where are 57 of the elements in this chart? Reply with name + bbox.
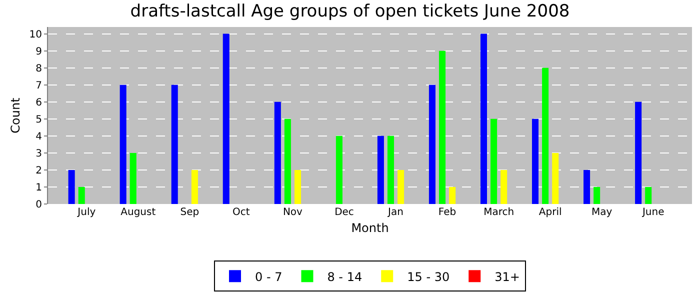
bar: [594, 186, 600, 204]
x-tick-label: Sep: [180, 207, 200, 218]
y-tick-label: 1: [36, 182, 42, 194]
bar: [336, 136, 342, 204]
x-tick-label: August: [120, 207, 156, 218]
legend-label: 0 - 7: [255, 270, 282, 284]
y-tick-label: 0: [36, 200, 42, 210]
bar: [68, 170, 75, 204]
x-axis-title: Month: [351, 220, 389, 235]
x-tick-label: Oct: [232, 207, 250, 218]
bar: [490, 118, 498, 204]
bar: [480, 34, 487, 204]
y-tick-label: 5: [36, 114, 42, 126]
y-axis-title: Count: [8, 97, 23, 134]
y-tick-label: 3: [36, 148, 42, 160]
bar: [294, 170, 302, 204]
x-tick-label: Feb: [438, 207, 456, 218]
bar: [191, 170, 198, 204]
bar: [635, 102, 642, 204]
bar: [398, 170, 404, 204]
x-tick-label: March: [484, 207, 514, 218]
bar: [274, 102, 281, 204]
y-tick-label: 8: [36, 63, 42, 74]
x-tick-label: Jan: [387, 207, 404, 218]
y-tick-label: 2: [36, 165, 42, 176]
bar: [584, 170, 590, 204]
legend-label: 8 - 14: [327, 270, 362, 284]
x-tick-label: Nov: [282, 207, 303, 218]
bar: [552, 152, 559, 204]
y-tick-label: 9: [36, 46, 42, 58]
bar: [500, 170, 508, 204]
y-tick-label: 6: [36, 97, 42, 108]
x-tick-label: June: [641, 207, 664, 218]
y-tick-label: 10: [29, 29, 42, 40]
bar: [78, 186, 85, 204]
y-tick-label: 7: [36, 80, 42, 92]
bar: [130, 152, 136, 204]
bar: [387, 136, 394, 204]
bar: [377, 136, 384, 204]
legend-label: 15 - 30: [407, 270, 450, 284]
bar: [645, 186, 652, 204]
bar: [542, 68, 549, 204]
bar: [171, 84, 178, 204]
bar: [284, 118, 291, 204]
bar: [532, 118, 539, 204]
x-tick-label: July: [76, 207, 96, 218]
bar: [449, 186, 456, 204]
y-tick-label: 4: [36, 131, 42, 142]
x-tick-label: Dec: [334, 207, 354, 218]
x-tick-label: May: [591, 207, 612, 218]
legend-label: 31+: [494, 270, 520, 284]
bar: [120, 84, 126, 204]
chart-title: drafts-lastcall Age groups of open tickets June 2008: [130, 1, 570, 22]
bar: [438, 50, 446, 204]
x-tick-label: April: [538, 207, 562, 218]
bar: [222, 34, 230, 204]
bar: [428, 84, 436, 204]
